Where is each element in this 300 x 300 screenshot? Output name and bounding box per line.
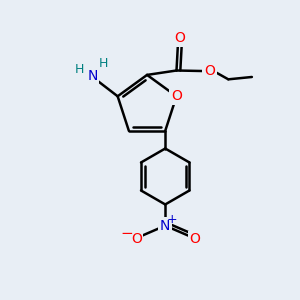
Text: N: N xyxy=(160,219,170,233)
Text: H: H xyxy=(75,63,84,76)
Text: O: O xyxy=(174,31,185,45)
Text: −: − xyxy=(121,226,133,241)
Text: O: O xyxy=(171,89,182,103)
Text: H: H xyxy=(99,57,108,70)
Text: N: N xyxy=(87,69,98,83)
Text: O: O xyxy=(189,232,200,246)
Text: O: O xyxy=(204,64,215,78)
Text: +: + xyxy=(167,213,177,226)
Text: O: O xyxy=(131,232,142,246)
